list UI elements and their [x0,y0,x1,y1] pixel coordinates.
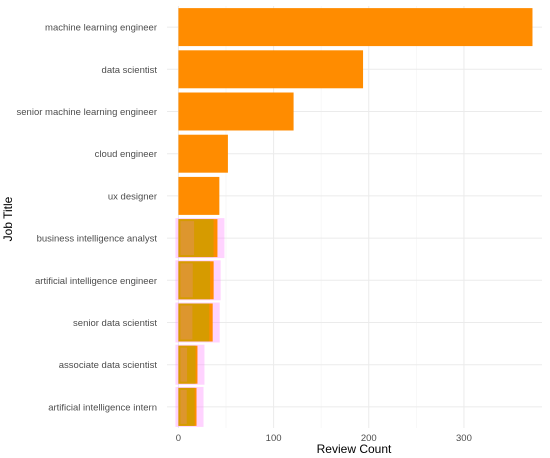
bar-overlay [178,387,195,426]
y-tick-label: ux designer [108,191,157,202]
y-tick-label: cloud engineer [95,149,157,160]
bar-overlay-inner [180,305,193,340]
y-tick-label: machine learning engineer [45,23,157,34]
bar [178,176,220,215]
bar-overlay-inner [180,347,188,382]
grid-lines [167,6,542,428]
y-axis-title: Job Title [1,196,15,241]
x-tick-label: 0 [176,433,181,444]
y-tick-label: senior machine learning engineer [17,107,157,118]
x-tick-labels: 0 100 200 300 [176,433,472,444]
y-tick-label: data scientist [102,65,158,76]
y-tick-label: artificial intelligence intern [48,402,157,413]
bar-overlay-inner [180,221,195,256]
bar-overlay [178,219,214,258]
bar-overlay-inner [180,389,187,424]
y-tick-label: business intelligence analyst [37,234,158,245]
bar-overlay [178,345,196,384]
bar [178,8,533,47]
x-axis-title: Review Count [317,442,392,456]
bar-overlay [178,303,210,342]
y-tick-label: associate data scientist [59,360,158,371]
bar [178,134,228,173]
bar-overlay-inner [180,263,193,298]
y-tick-label: artificial intelligence engineer [35,276,157,287]
bar [178,92,294,131]
x-tick-label: 200 [361,433,377,444]
bar [178,50,364,89]
bars [175,8,533,427]
y-tick-label: senior data scientist [73,318,157,329]
x-tick-label: 100 [266,433,282,444]
bar-overlay [178,261,211,300]
y-tick-labels: machine learning engineer data scientist s… [17,23,158,414]
x-tick-label: 300 [456,433,472,444]
